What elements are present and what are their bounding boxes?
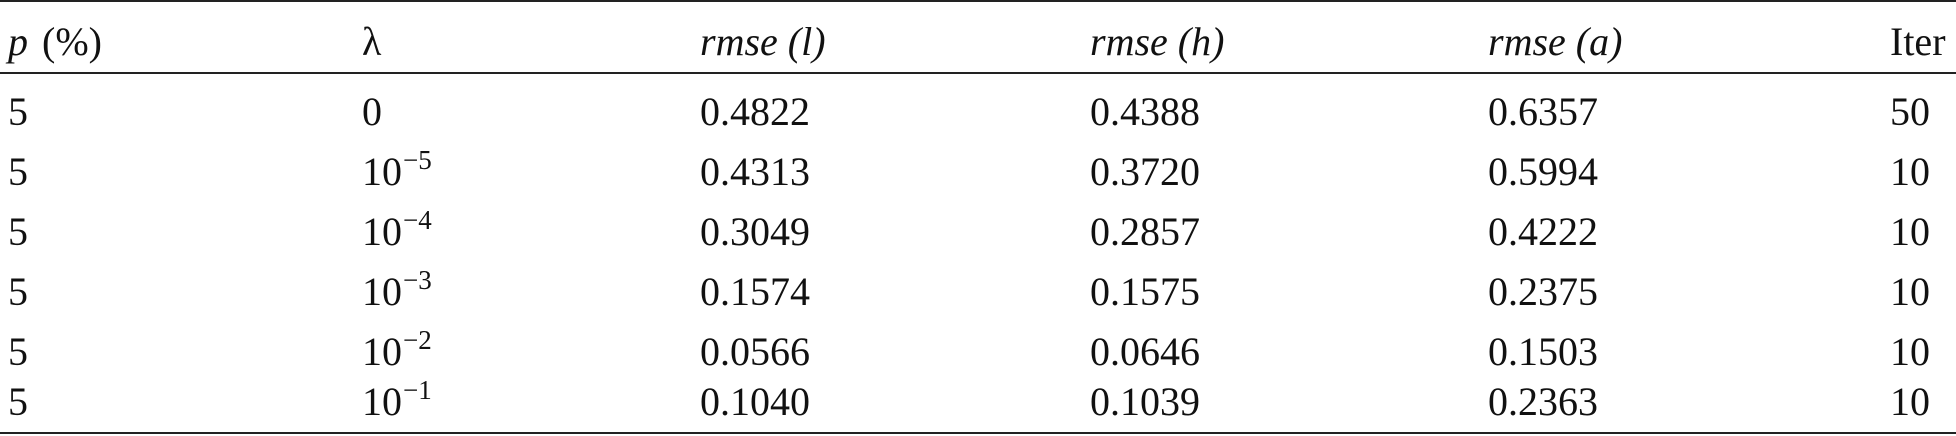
- header-iter: Iter: [1890, 19, 1946, 64]
- cell-lambda-exponent: −3: [403, 265, 432, 295]
- cell-lambda: 10−5: [362, 147, 432, 194]
- table-row: 5 10−5 0.4313 0.3720 0.5994 10: [0, 140, 1956, 200]
- cell-lambda-exponent: −4: [403, 205, 432, 235]
- cell-lambda: 10−3: [362, 267, 432, 314]
- cell-p: 5: [8, 269, 28, 314]
- cell-rmse-l: 0.4313: [700, 149, 810, 194]
- cell-iter: 50: [1890, 89, 1930, 134]
- bottom-rule: [0, 432, 1956, 434]
- cell-lambda-base: 10: [362, 379, 402, 424]
- cell-iter: 10: [1890, 209, 1930, 254]
- cell-iter: 10: [1890, 149, 1930, 194]
- cell-rmse-l: 0.0566: [700, 329, 810, 374]
- header-p: p (%): [8, 22, 102, 62]
- table-row: 5 10−1 0.1040 0.1039 0.2363 10: [0, 370, 1956, 430]
- table-row: 5 10−2 0.0566 0.0646 0.1503 10: [0, 320, 1956, 380]
- cell-iter: 10: [1890, 329, 1930, 374]
- cell-lambda-exponent: −2: [403, 325, 432, 355]
- cell-lambda-exponent: −5: [403, 145, 432, 175]
- table-row: 5 10−3 0.1574 0.1575 0.2375 10: [0, 260, 1956, 320]
- cell-lambda: 0: [362, 92, 383, 132]
- header-rmse-l: rmse (l): [700, 19, 826, 64]
- cell-iter: 10: [1890, 379, 1930, 424]
- header-p-unit: (%): [42, 19, 102, 64]
- cell-lambda-base: 10: [362, 209, 402, 254]
- cell-lambda: 10−4: [362, 207, 432, 254]
- cell-lambda-exponent: −1: [403, 375, 432, 405]
- cell-rmse-a: 0.4222: [1488, 209, 1598, 254]
- cell-lambda: 10−1: [362, 377, 432, 424]
- cell-rmse-h: 0.1039: [1090, 379, 1200, 424]
- top-rule: [0, 0, 1956, 2]
- cell-rmse-l: 0.4822: [700, 89, 810, 134]
- cell-rmse-a: 0.1503: [1488, 329, 1598, 374]
- table-row: 5 10−4 0.3049 0.2857 0.4222 10: [0, 200, 1956, 260]
- header-rmse-a: rmse (a): [1488, 19, 1623, 64]
- cell-rmse-l: 0.1574: [700, 269, 810, 314]
- header-rule: [0, 72, 1956, 74]
- cell-rmse-a: 0.2363: [1488, 379, 1598, 424]
- header-rmse-h: rmse (h): [1090, 19, 1225, 64]
- cell-iter: 10: [1890, 269, 1930, 314]
- cell-lambda-base: 10: [362, 269, 402, 314]
- table-row: 5 0 0.4822 0.4388 0.6357 50: [0, 80, 1956, 140]
- cell-p: 5: [8, 379, 28, 424]
- cell-rmse-a: 0.5994: [1488, 149, 1598, 194]
- header-row: p (%) λ rmse (l) rmse (h) rmse (a) Iter: [0, 0, 1956, 64]
- cell-lambda-base: 10: [362, 149, 402, 194]
- cell-rmse-h: 0.0646: [1090, 329, 1200, 374]
- cell-lambda-base: 10: [362, 329, 402, 374]
- cell-lambda: 10−2: [362, 327, 432, 374]
- header-lambda: λ: [362, 19, 382, 64]
- header-p-symbol: p: [8, 19, 28, 64]
- cell-rmse-h: 0.2857: [1090, 209, 1200, 254]
- cell-p: 5: [8, 209, 28, 254]
- cell-rmse-l: 0.1040: [700, 379, 810, 424]
- cell-rmse-h: 0.3720: [1090, 149, 1200, 194]
- cell-p: 5: [8, 149, 28, 194]
- cell-p: 5: [8, 89, 28, 134]
- cell-rmse-l: 0.3049: [700, 209, 810, 254]
- cell-p: 5: [8, 329, 28, 374]
- cell-rmse-a: 0.6357: [1488, 89, 1598, 134]
- cell-rmse-a: 0.2375: [1488, 269, 1598, 314]
- cell-rmse-h: 0.1575: [1090, 269, 1200, 314]
- cell-lambda-base: 0: [362, 89, 382, 134]
- cell-rmse-h: 0.4388: [1090, 89, 1200, 134]
